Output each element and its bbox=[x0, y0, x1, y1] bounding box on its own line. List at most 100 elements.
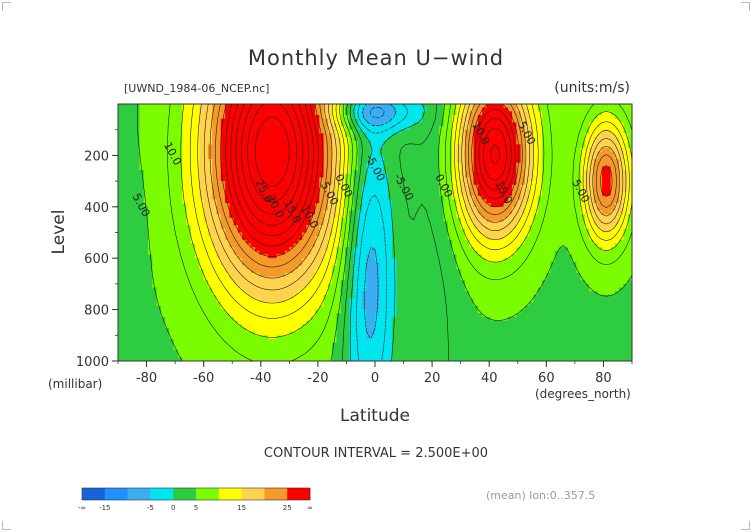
heatmap-cell bbox=[255, 144, 260, 149]
heatmap-cell bbox=[156, 214, 162, 219]
heatmap-cell bbox=[537, 195, 543, 201]
heatmap-cell bbox=[417, 133, 423, 138]
heatmap-cell bbox=[169, 184, 175, 190]
heatmap-cell bbox=[422, 192, 427, 197]
heatmap-cell bbox=[357, 210, 363, 215]
heatmap-cell bbox=[456, 151, 462, 156]
heatmap-cell bbox=[336, 173, 342, 179]
heatmap-cell bbox=[293, 144, 299, 149]
heatmap-cell bbox=[447, 133, 453, 138]
heatmap-cell bbox=[627, 225, 632, 230]
heatmap-cell bbox=[272, 170, 278, 175]
heatmap-cell bbox=[529, 214, 535, 219]
heatmap-cell bbox=[147, 159, 153, 164]
heatmap-cell bbox=[297, 148, 303, 153]
heatmap-cell bbox=[383, 195, 389, 201]
heatmap-cell bbox=[152, 107, 158, 112]
heatmap-cell bbox=[349, 236, 355, 241]
heatmap-cell bbox=[554, 247, 560, 252]
heatmap-cell bbox=[396, 203, 402, 208]
heatmap-cell bbox=[255, 173, 260, 179]
heatmap-cell bbox=[169, 107, 175, 112]
heatmap-cell bbox=[323, 188, 329, 193]
heatmap-cell bbox=[627, 210, 632, 215]
heatmap-cell bbox=[126, 155, 132, 160]
heatmap-cell bbox=[143, 115, 149, 120]
heatmap-cell bbox=[250, 144, 256, 149]
heatmap-cell bbox=[619, 203, 625, 208]
heatmap-cell bbox=[285, 129, 290, 134]
heatmap-cell bbox=[152, 122, 158, 127]
heatmap-cell bbox=[434, 243, 440, 248]
heatmap-cell bbox=[614, 126, 620, 131]
heatmap-cell bbox=[122, 162, 128, 168]
heatmap-cell bbox=[285, 184, 290, 190]
heatmap-cell bbox=[246, 118, 252, 123]
heatmap-cell bbox=[216, 243, 222, 248]
heatmap-cell bbox=[169, 155, 175, 160]
heatmap-cell bbox=[494, 155, 500, 160]
heatmap-cell bbox=[473, 151, 479, 156]
heatmap-cell bbox=[199, 203, 205, 208]
heatmap-cell bbox=[422, 104, 427, 109]
heatmap-cell bbox=[430, 239, 436, 245]
heatmap-cell bbox=[623, 104, 629, 109]
heatmap-cell bbox=[443, 111, 449, 116]
heatmap-cell bbox=[203, 221, 209, 226]
heatmap-cell bbox=[302, 118, 308, 123]
heatmap-cell bbox=[627, 133, 632, 138]
heatmap-cell bbox=[297, 206, 303, 212]
heatmap-cell bbox=[276, 203, 282, 208]
heatmap-cell bbox=[434, 184, 440, 190]
heatmap-cell bbox=[122, 111, 128, 116]
heatmap-cell bbox=[135, 203, 141, 208]
heatmap-cell bbox=[606, 126, 612, 131]
heatmap-cell bbox=[490, 181, 496, 186]
heatmap-cell bbox=[246, 159, 252, 164]
heatmap-cell bbox=[242, 254, 248, 259]
heatmap-cell bbox=[469, 210, 475, 215]
heatmap-cell bbox=[486, 129, 492, 134]
heatmap-cell bbox=[323, 217, 329, 223]
heatmap-cell bbox=[422, 184, 427, 190]
heatmap-cell bbox=[186, 137, 192, 142]
heatmap-cell bbox=[593, 144, 599, 149]
heatmap-cell bbox=[225, 192, 230, 197]
heatmap-cell bbox=[434, 148, 440, 153]
heatmap-cell bbox=[319, 181, 325, 186]
heatmap-cell bbox=[160, 104, 166, 109]
heatmap-cell bbox=[306, 254, 312, 259]
heatmap-cell bbox=[619, 214, 625, 219]
heatmap-cell bbox=[375, 144, 380, 149]
heatmap-cell bbox=[477, 232, 483, 237]
heatmap-cell bbox=[349, 181, 355, 186]
heatmap-cell bbox=[267, 162, 273, 168]
heatmap-cell bbox=[400, 195, 406, 201]
heatmap-cell bbox=[537, 155, 543, 160]
heatmap-cell bbox=[169, 195, 175, 201]
heatmap-cell bbox=[169, 228, 175, 234]
heatmap-cell bbox=[477, 177, 483, 182]
heatmap-cell bbox=[156, 221, 162, 226]
heatmap-cell bbox=[396, 181, 402, 186]
heatmap-cell bbox=[494, 236, 500, 241]
heatmap-cell bbox=[379, 118, 385, 123]
heatmap-cell bbox=[417, 206, 423, 212]
heatmap-cell bbox=[165, 192, 170, 197]
heatmap-cell bbox=[426, 192, 432, 197]
heatmap-cell bbox=[422, 140, 427, 145]
heatmap-cell bbox=[216, 192, 222, 197]
heatmap-cell bbox=[366, 250, 372, 256]
heatmap-cell bbox=[434, 199, 440, 204]
heatmap-cell bbox=[327, 104, 333, 109]
heatmap-cell bbox=[400, 170, 406, 175]
heatmap-cell bbox=[602, 140, 607, 145]
heatmap-cell bbox=[452, 203, 457, 208]
heatmap-cell bbox=[225, 173, 230, 179]
heatmap-cell bbox=[263, 173, 269, 179]
heatmap-cell bbox=[503, 243, 509, 248]
heatmap-cell bbox=[212, 166, 218, 171]
heatmap-cell bbox=[207, 199, 213, 204]
heatmap-cell bbox=[520, 250, 526, 256]
heatmap-cell bbox=[216, 184, 222, 190]
